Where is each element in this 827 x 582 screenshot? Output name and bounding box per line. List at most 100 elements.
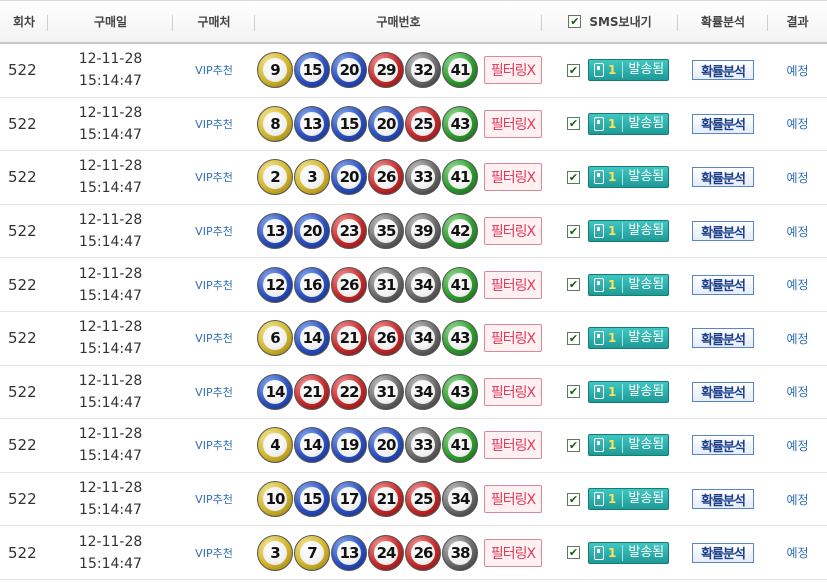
sms-status-label: 발송됨 xyxy=(622,115,664,132)
ball-number: 15 xyxy=(300,487,324,512)
sms-checkbox[interactable]: ✔ xyxy=(567,170,580,184)
shop-cell[interactable]: VIP추천 xyxy=(173,312,255,365)
sms-status-label: 발송됨 xyxy=(622,330,664,347)
sms-status-label: 발송됨 xyxy=(622,544,664,561)
round-cell: 522 xyxy=(0,151,48,204)
round-cell: 522 xyxy=(0,419,48,472)
sms-sent-button[interactable]: 1 발송됨 xyxy=(588,380,669,403)
shop-link[interactable]: VIP추천 xyxy=(195,225,233,239)
shop-cell[interactable]: VIP추천 xyxy=(173,366,255,419)
filter-button[interactable]: 필터링X xyxy=(484,377,542,406)
purchase-date: 12-11-28 xyxy=(78,158,143,175)
shop-cell[interactable]: VIP추천 xyxy=(173,151,255,204)
analysis-button[interactable]: 확률분석 xyxy=(692,113,754,134)
lotto-ball: 13 xyxy=(294,105,330,142)
header-result-label: 결과 xyxy=(786,15,809,29)
table-row: 522 12-11-28 15:14:47 VIP추천 9 15 20 xyxy=(0,44,827,98)
filter-button[interactable]: 필터링X xyxy=(484,324,542,353)
analysis-button[interactable]: 확률분석 xyxy=(692,167,754,188)
ball-number: 13 xyxy=(263,219,287,244)
shop-cell[interactable]: VIP추천 xyxy=(173,44,255,97)
sms-sent-button[interactable]: 1 발송됨 xyxy=(588,166,669,189)
header-shop: 구매처 xyxy=(173,1,255,42)
sms-sent-button[interactable]: 1 발송됨 xyxy=(588,112,669,135)
analysis-button[interactable]: 확률분석 xyxy=(692,381,754,402)
sms-sent-button[interactable]: 1 발송됨 xyxy=(588,220,669,243)
select-all-checkbox[interactable]: ✔ xyxy=(568,15,582,28)
lotto-ball: 24 xyxy=(368,534,404,571)
sms-checkbox[interactable]: ✔ xyxy=(567,438,580,452)
ball-number: 22 xyxy=(337,379,361,404)
shop-cell[interactable]: VIP추천 xyxy=(173,473,255,526)
analysis-cell: 확률분석 xyxy=(678,151,768,204)
sms-checkbox[interactable]: ✔ xyxy=(567,492,580,506)
shop-link[interactable]: VIP추천 xyxy=(195,117,233,131)
purchase-time: 15:14:47 xyxy=(79,126,142,143)
shop-link[interactable]: VIP추천 xyxy=(195,439,233,453)
shop-cell[interactable]: VIP추천 xyxy=(173,258,255,311)
sms-checkbox[interactable]: ✔ xyxy=(567,278,580,292)
shop-link[interactable]: VIP추천 xyxy=(195,171,233,185)
ball-number: 34 xyxy=(411,326,435,351)
filter-button[interactable]: 필터링X xyxy=(484,217,542,246)
sms-checkbox[interactable]: ✔ xyxy=(567,63,580,77)
ball-number: 10 xyxy=(263,487,287,512)
shop-link[interactable]: VIP추천 xyxy=(195,385,233,399)
filter-button[interactable]: 필터링X xyxy=(484,109,542,138)
shop-cell[interactable]: VIP추천 xyxy=(173,526,255,579)
filter-button[interactable]: 필터링X xyxy=(484,538,542,567)
sms-count: 1 xyxy=(608,492,617,507)
header-numbers-label: 구매번호 xyxy=(376,15,421,29)
analysis-button[interactable]: 확률분석 xyxy=(692,60,754,81)
filter-button[interactable]: 필터링X xyxy=(484,56,542,85)
lotto-ball: 20 xyxy=(331,52,367,89)
shop-link[interactable]: VIP추천 xyxy=(195,332,233,346)
sms-sent-button[interactable]: 1 발송됨 xyxy=(588,59,669,82)
sms-checkbox[interactable]: ✔ xyxy=(567,331,580,345)
shop-link[interactable]: VIP추천 xyxy=(195,546,233,560)
shop-cell[interactable]: VIP추천 xyxy=(173,419,255,472)
sms-sent-button[interactable]: 1 발송됨 xyxy=(588,434,669,457)
result-value: 예정 xyxy=(786,63,809,78)
analysis-button[interactable]: 확률분석 xyxy=(692,435,754,456)
sms-checkbox[interactable]: ✔ xyxy=(567,385,580,399)
date-cell: 12-11-28 15:14:47 xyxy=(48,419,173,472)
filter-button[interactable]: 필터링X xyxy=(484,485,542,514)
shop-cell[interactable]: VIP추천 xyxy=(173,98,255,151)
ball-number: 20 xyxy=(300,219,324,244)
shop-link[interactable]: VIP추천 xyxy=(195,493,233,507)
filter-button[interactable]: 필터링X xyxy=(484,270,542,299)
result-cell: 예정 xyxy=(768,98,827,151)
analysis-cell: 확률분석 xyxy=(678,366,768,419)
sms-status-label: 발송됨 xyxy=(622,276,664,293)
sms-count: 1 xyxy=(608,224,617,239)
analysis-button[interactable]: 확률분석 xyxy=(692,221,754,242)
sms-sent-button[interactable]: 1 발송됨 xyxy=(588,327,669,350)
shop-link[interactable]: VIP추천 xyxy=(195,278,233,292)
ball-number: 14 xyxy=(300,326,324,351)
sms-checkbox[interactable]: ✔ xyxy=(567,546,580,560)
lotto-ball: 21 xyxy=(294,373,330,410)
sms-count: 1 xyxy=(608,63,617,78)
sms-checkbox[interactable]: ✔ xyxy=(567,117,580,131)
ball-number: 14 xyxy=(300,433,324,458)
analysis-button[interactable]: 확률분석 xyxy=(692,328,754,349)
sms-sent-button[interactable]: 1 발송됨 xyxy=(588,541,669,564)
sms-status-label: 발송됨 xyxy=(622,169,664,186)
filter-button[interactable]: 필터링X xyxy=(484,163,542,192)
shop-cell[interactable]: VIP추천 xyxy=(173,205,255,258)
ball-number: 42 xyxy=(448,219,472,244)
lotto-ball: 39 xyxy=(405,213,441,250)
analysis-button[interactable]: 확률분석 xyxy=(692,274,754,295)
lotto-ball: 41 xyxy=(442,159,478,196)
analysis-button[interactable]: 확률분석 xyxy=(692,542,754,563)
sms-checkbox[interactable]: ✔ xyxy=(567,224,580,238)
result-cell: 예정 xyxy=(768,526,827,579)
sms-sent-button[interactable]: 1 발송됨 xyxy=(588,273,669,296)
round-value: 522 xyxy=(8,114,37,133)
result-value: 예정 xyxy=(786,385,809,400)
shop-link[interactable]: VIP추천 xyxy=(195,64,233,78)
analysis-button[interactable]: 확률분석 xyxy=(692,489,754,510)
sms-sent-button[interactable]: 1 발송됨 xyxy=(588,488,669,511)
filter-button[interactable]: 필터링X xyxy=(484,431,542,460)
